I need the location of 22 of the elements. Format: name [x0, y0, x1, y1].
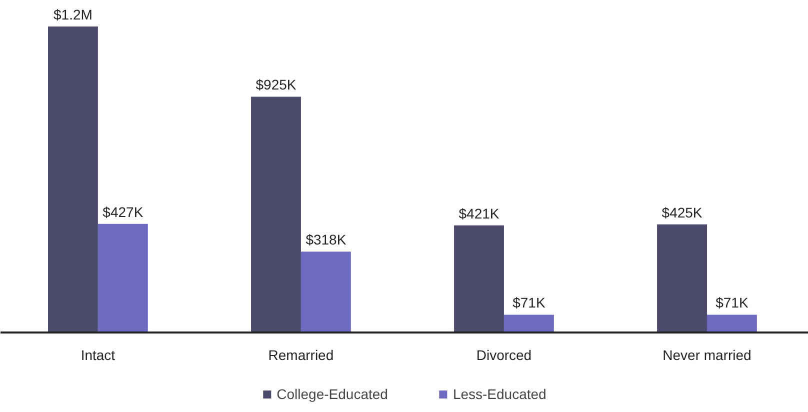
data-label: $425K — [662, 204, 703, 220]
bar — [504, 314, 554, 333]
data-label: $421K — [458, 205, 500, 222]
bar — [454, 225, 504, 333]
bar — [706, 314, 757, 333]
data-label: $71K — [716, 294, 749, 311]
bar — [48, 26, 98, 333]
bar — [300, 252, 351, 333]
legend-label: Less-Educated — [452, 386, 546, 402]
bar — [657, 224, 707, 333]
legend-label: College-Educated — [276, 386, 388, 402]
bar — [98, 224, 148, 333]
bar — [251, 96, 301, 333]
data-label: $925K — [256, 76, 297, 93]
x-tick-label: Never married — [662, 346, 752, 363]
x-tick-label: Remarried — [268, 346, 334, 363]
data-label: $427K — [102, 204, 144, 220]
x-tick-label: Divorced — [476, 346, 532, 363]
data-label: $1.2M — [54, 6, 92, 23]
x-tick-label: Intact — [80, 346, 116, 363]
data-label: $71K — [512, 294, 546, 311]
data-label: $318K — [306, 232, 347, 248]
